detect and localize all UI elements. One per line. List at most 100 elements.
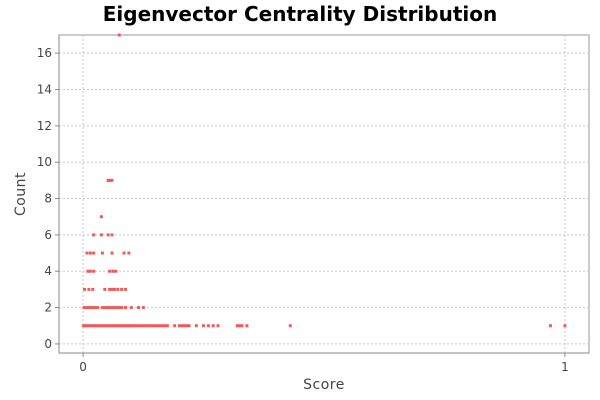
data-point bbox=[95, 324, 99, 328]
data-point bbox=[216, 324, 220, 328]
data-point bbox=[120, 324, 124, 328]
data-point bbox=[103, 287, 107, 291]
y-tick-label: 16 bbox=[37, 46, 52, 60]
data-point bbox=[108, 178, 112, 182]
data-point bbox=[153, 324, 157, 328]
data-point bbox=[235, 324, 239, 328]
y-tick-label: 12 bbox=[37, 119, 52, 133]
data-point bbox=[548, 324, 552, 328]
data-point bbox=[111, 269, 115, 273]
data-point bbox=[87, 324, 91, 328]
data-point bbox=[127, 324, 131, 328]
data-point bbox=[100, 324, 104, 328]
data-point bbox=[206, 324, 210, 328]
data-point bbox=[100, 251, 104, 255]
data-point bbox=[194, 324, 198, 328]
data-point bbox=[187, 324, 191, 328]
data-point bbox=[108, 306, 112, 310]
y-tick-label: 0 bbox=[44, 337, 52, 351]
data-point bbox=[93, 324, 97, 328]
data-point bbox=[96, 306, 100, 310]
data-point bbox=[84, 306, 88, 310]
data-point bbox=[144, 324, 148, 328]
y-axis-label: Count bbox=[13, 172, 29, 216]
data-point bbox=[105, 306, 109, 310]
data-point bbox=[108, 269, 112, 273]
data-point bbox=[149, 324, 153, 328]
data-point bbox=[141, 324, 145, 328]
data-point bbox=[83, 287, 87, 291]
data-point bbox=[100, 306, 104, 310]
x-axis-label: Score bbox=[303, 377, 345, 393]
data-point bbox=[99, 233, 103, 237]
y-tick-label: 6 bbox=[44, 228, 52, 242]
data-point bbox=[117, 33, 121, 37]
data-point bbox=[173, 324, 177, 328]
data-point bbox=[108, 324, 112, 328]
data-point bbox=[110, 324, 114, 328]
data-point bbox=[106, 178, 110, 182]
data-point bbox=[91, 287, 95, 291]
chart-title: Eigenvector Centrality Distribution bbox=[103, 2, 497, 26]
data-point bbox=[92, 269, 96, 273]
data-point bbox=[115, 306, 119, 310]
data-point bbox=[139, 324, 143, 328]
data-point bbox=[89, 324, 93, 328]
data-point bbox=[245, 324, 249, 328]
data-point bbox=[202, 324, 206, 328]
data-point bbox=[87, 287, 91, 291]
data-point bbox=[129, 306, 133, 310]
data-point bbox=[151, 324, 155, 328]
data-point bbox=[120, 306, 124, 310]
data-point bbox=[83, 324, 87, 328]
data-point bbox=[122, 324, 126, 328]
data-point bbox=[112, 324, 116, 328]
data-point bbox=[134, 324, 138, 328]
data-point bbox=[146, 324, 150, 328]
x-tick-label: 0 bbox=[79, 360, 87, 374]
data-point bbox=[97, 324, 101, 328]
data-point bbox=[123, 324, 127, 328]
data-point bbox=[106, 233, 110, 237]
data-point bbox=[129, 324, 133, 328]
data-point bbox=[92, 251, 96, 255]
data-point bbox=[91, 306, 95, 310]
data-point bbox=[563, 324, 567, 328]
data-point bbox=[141, 306, 145, 310]
data-point bbox=[137, 324, 140, 328]
y-tick-label: 14 bbox=[37, 83, 52, 97]
data-point bbox=[110, 233, 114, 237]
data-point bbox=[158, 324, 162, 328]
data-points bbox=[82, 33, 567, 328]
data-point bbox=[161, 324, 165, 328]
data-point bbox=[156, 324, 160, 328]
data-point bbox=[88, 269, 92, 273]
plot-background bbox=[58, 34, 590, 354]
data-point bbox=[114, 269, 118, 273]
plot-area: 0 2 4 6 8 10 12 14 16 0 1 bbox=[37, 33, 590, 374]
data-point bbox=[86, 269, 90, 273]
data-point bbox=[137, 306, 140, 310]
data-point bbox=[85, 251, 89, 255]
data-point bbox=[211, 324, 215, 328]
data-point bbox=[99, 215, 103, 219]
y-tick-label: 4 bbox=[44, 264, 52, 278]
axes: 0 2 4 6 8 10 12 14 16 0 1 bbox=[37, 35, 589, 374]
data-point bbox=[238, 324, 242, 328]
data-point bbox=[108, 287, 112, 291]
data-point bbox=[120, 287, 124, 291]
data-point bbox=[110, 287, 114, 291]
data-point bbox=[112, 306, 116, 310]
data-point bbox=[110, 251, 114, 255]
data-point bbox=[112, 287, 116, 291]
data-point bbox=[240, 324, 244, 328]
data-point bbox=[116, 324, 120, 328]
data-point bbox=[116, 287, 120, 291]
data-point bbox=[185, 324, 189, 328]
grid-lines bbox=[59, 35, 589, 353]
data-point bbox=[82, 306, 86, 310]
data-point bbox=[98, 324, 102, 328]
data-point bbox=[180, 324, 184, 328]
data-point bbox=[92, 233, 96, 237]
